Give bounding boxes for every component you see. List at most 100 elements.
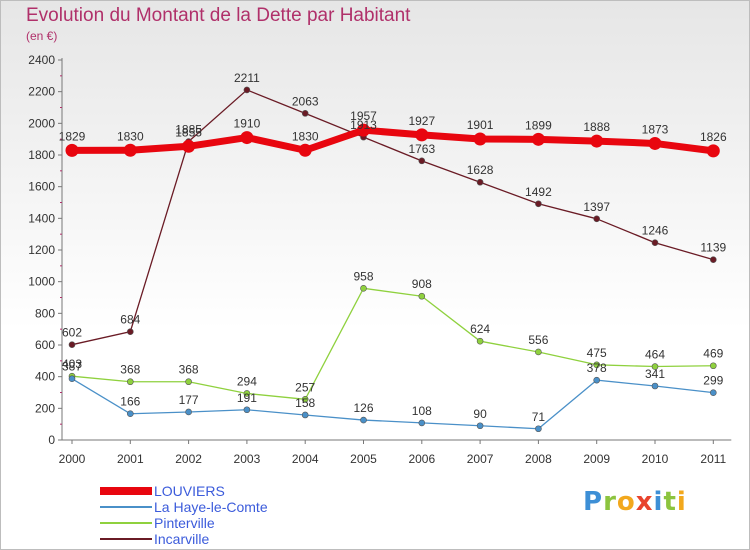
data-point: [185, 378, 192, 386]
data-label: 1492: [525, 185, 552, 199]
y-tick-label: 1400: [28, 211, 55, 225]
data-label: 1826: [700, 130, 727, 144]
x-tick-label: 2006: [408, 452, 435, 466]
data-label: 1901: [467, 118, 494, 132]
data-point: [65, 143, 79, 157]
data-label: 684: [120, 313, 140, 327]
y-tick-label: 800: [35, 306, 55, 320]
x-tick-label: 2005: [350, 452, 377, 466]
x-tick-label: 2009: [583, 452, 610, 466]
data-point: [593, 361, 601, 369]
legend-label-incarville: Incarville: [154, 531, 210, 547]
data-point: [360, 285, 367, 292]
data-label: 1927: [408, 114, 435, 128]
y-tick-label: 1800: [28, 148, 55, 162]
data-point: [243, 390, 251, 397]
legend: LOUVIERS La Haye-le-Comte Pinterville In…: [100, 483, 360, 547]
y-tick-label: 2400: [28, 53, 55, 67]
legend-item-la-haye-le-comte[interactable]: La Haye-le-Comte: [100, 499, 360, 515]
data-label: 464: [645, 348, 665, 362]
y-tick-label: 600: [35, 338, 55, 352]
y-tick-label: 200: [35, 401, 55, 415]
data-label: 299: [703, 374, 723, 388]
data-point: [243, 86, 251, 94]
data-label: 2211: [234, 71, 260, 85]
data-point: [415, 128, 429, 142]
data-label: 1830: [292, 129, 319, 143]
data-label: 469: [703, 347, 723, 361]
data-point: [301, 411, 309, 419]
y-tick-label: 400: [35, 370, 55, 384]
legend-item-incarville[interactable]: Incarville: [100, 531, 360, 547]
data-label: 1957: [350, 109, 377, 123]
x-tick-label: 2007: [467, 452, 494, 466]
chart-subtitle: (en €): [26, 29, 58, 43]
legend-label-louviers: LOUVIERS: [154, 483, 225, 499]
y-tick-label: 2200: [28, 85, 55, 99]
data-label: 1628: [467, 163, 494, 177]
data-point: [709, 389, 717, 396]
data-point: [709, 256, 717, 263]
data-label: 1899: [525, 118, 552, 132]
data-label: 1873: [642, 122, 669, 136]
data-point: [185, 408, 192, 416]
data-point: [476, 422, 484, 430]
data-point: [182, 139, 196, 153]
data-point: [243, 406, 251, 414]
legend-label-pinterville: Pinterville: [154, 515, 215, 531]
legend-item-louviers[interactable]: LOUVIERS: [100, 483, 360, 499]
x-tick-label: 2000: [59, 452, 86, 466]
data-label: 1830: [117, 129, 144, 143]
data-label: 158: [295, 396, 315, 410]
data-label: 1246: [642, 224, 669, 238]
data-label: 177: [179, 393, 199, 407]
series-line: [68, 126, 717, 155]
data-point: [651, 239, 659, 247]
y-tick-label: 1600: [28, 180, 55, 194]
data-point: [127, 378, 134, 386]
data-point: [418, 157, 426, 165]
data-point: [535, 200, 542, 208]
legend-swatch-pinterville: [100, 522, 152, 524]
data-point: [301, 110, 309, 117]
legend-label-la-haye-le-comte: La Haye-le-Comte: [154, 499, 268, 515]
data-label: 475: [587, 346, 607, 360]
data-label: 1139: [700, 241, 726, 255]
data-point: [535, 348, 542, 356]
x-tick-label: 2001: [117, 452, 144, 466]
data-point: [357, 123, 370, 137]
data-label: 1763: [408, 142, 435, 156]
data-label: 908: [412, 277, 432, 291]
data-point: [476, 178, 484, 186]
data-label: 1397: [583, 200, 610, 214]
data-label: 403: [62, 357, 82, 371]
series-line: [71, 287, 714, 400]
data-point: [68, 341, 76, 348]
data-label: 108: [412, 404, 432, 418]
y-tick-label: 0: [48, 433, 55, 447]
data-label: 1888: [583, 120, 610, 134]
data-label: 294: [237, 374, 257, 388]
data-label: 1855: [175, 125, 202, 139]
data-point: [240, 131, 254, 145]
data-label: 126: [353, 401, 373, 415]
data-point: [651, 363, 659, 370]
legend-swatch-incarville: [100, 538, 152, 540]
x-tick-label: 2010: [642, 452, 669, 466]
data-point: [476, 337, 484, 345]
data-label: 1910: [234, 117, 261, 131]
data-label: 90: [473, 407, 487, 421]
data-label: 368: [179, 363, 199, 377]
x-tick-label: 2003: [234, 452, 261, 466]
data-label: 71: [532, 410, 546, 424]
series-line: [71, 89, 714, 346]
y-tick-label: 2000: [28, 116, 55, 130]
data-label: 378: [587, 361, 607, 375]
data-label: 1885: [175, 123, 202, 137]
data-point: [593, 215, 601, 223]
legend-item-pinterville[interactable]: Pinterville: [100, 515, 360, 531]
data-point: [298, 143, 312, 157]
data-point: [127, 410, 134, 418]
data-label: 1913: [350, 118, 377, 132]
data-label: 624: [470, 322, 490, 336]
